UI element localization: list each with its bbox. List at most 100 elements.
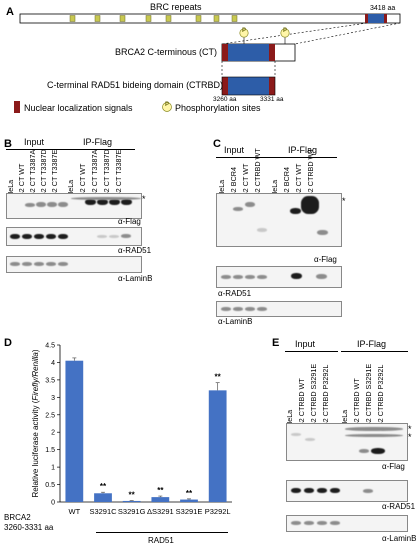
panel-d-footer-range: 3260-3331 aa xyxy=(4,523,54,532)
panel-e-flag-blot xyxy=(286,423,408,461)
bar-ΔS3291 xyxy=(151,497,170,502)
luciferase-bar-chart: 0 0.5 1 1.5 2 2.5 3 3.5 4 4.5 Relative luciferase … xyxy=(31,343,232,516)
y-tick-label: 0.5 xyxy=(45,482,55,489)
phospho-p-1: P xyxy=(242,28,247,34)
panel-e-letter: E xyxy=(272,337,280,349)
x-tick-label: ΔS3291 xyxy=(147,507,174,516)
significance-mark: ** xyxy=(186,489,193,498)
panel-b-lane-3: B2 CT T3387A xyxy=(28,149,37,197)
panel-e-rad51-label: α-RAD51 xyxy=(382,502,416,511)
significance-mark: ** xyxy=(129,491,136,500)
panel-c-star: * xyxy=(342,196,346,206)
panel-e-lane-4: B2 CTRBD P3292L xyxy=(321,364,330,427)
panel-e-star-2: * xyxy=(408,432,412,442)
panel-b-laminb-label: α-LaminB xyxy=(118,274,153,283)
nls-full-2 xyxy=(384,14,387,23)
panel-b-rad51-label: α-RAD51 xyxy=(118,246,152,255)
ctrbd-start-label: 3260 aa xyxy=(213,96,237,103)
x-tick-label: P3292L xyxy=(205,507,231,516)
panel-b-flag-label: α-Flag xyxy=(118,217,141,226)
panel-c-rad51-blot xyxy=(216,266,342,288)
ctrbd-end-label: 3331 aa xyxy=(260,96,284,103)
y-tick-label: 1 xyxy=(51,465,55,472)
panel-c-letter: C xyxy=(213,138,221,150)
legend-phospho-p: P xyxy=(165,102,170,108)
legend-nls-swatch xyxy=(14,101,20,113)
panel-c-flag-label: α-Flag xyxy=(314,255,337,264)
y-tick-label: 3 xyxy=(51,395,55,402)
panel-b-star: * xyxy=(142,194,146,204)
panel-d-letter: D xyxy=(4,337,12,349)
y-tick-label: 3.5 xyxy=(45,377,55,384)
panel-c-flag-blot xyxy=(216,193,342,247)
panel-b-letter: B xyxy=(4,138,12,150)
panel-b-flag-blot xyxy=(6,193,142,219)
bar-S3291E xyxy=(180,499,198,502)
panel-c-lane-3: B2 CT WT xyxy=(241,163,250,197)
phospho-site-2 xyxy=(280,28,290,38)
ct-label: BRCA2 C-terminous (CT) xyxy=(115,47,218,57)
panel-c-lane-4: B2 CTRBD WT xyxy=(253,148,262,197)
significance-mark: ** xyxy=(100,482,107,491)
panel-c-lane-7: B2 CT WT xyxy=(294,163,303,197)
panel-e-star-1: * xyxy=(408,424,412,434)
panel-b-laminb-blot xyxy=(6,256,142,273)
panel-b-rad51-blot xyxy=(6,227,142,246)
ct-construct xyxy=(221,43,296,62)
domain-schematic xyxy=(14,13,401,113)
x-tick-label: S3291C xyxy=(89,507,117,516)
brc-repeats-label: BRC repeats xyxy=(150,2,202,12)
y-tick-label: 1.5 xyxy=(45,447,55,454)
panel-e-lane-3: B2 CTRBD S3291E xyxy=(309,363,318,427)
panel-b-lane-4: B2 CT T3387D xyxy=(39,149,48,197)
panel-b-lane-7: B2 CT WT xyxy=(78,163,87,197)
bar-P3292L xyxy=(208,390,227,502)
x-tick-label: S3291E xyxy=(176,507,203,516)
panel-e-flag-label: α-Flag xyxy=(382,462,405,471)
panel-c-input-line xyxy=(216,157,269,158)
protein-length-label: 3418 aa xyxy=(370,5,396,12)
panel-c-laminb-label: α-LaminB xyxy=(218,317,253,326)
phospho-site-1 xyxy=(239,28,249,38)
panel-b-lane-9: B2 CT T3387D xyxy=(102,149,111,197)
panel-e-lane-8: B2 CTRBD P3292L xyxy=(376,364,385,427)
panel-d-rad51-line xyxy=(96,532,228,533)
nls-full-1 xyxy=(365,14,368,23)
panel-c-ip-label: IP-Flag xyxy=(288,145,318,155)
panel-a-letter: A xyxy=(6,6,14,18)
panel-b-lane-5: B2 CT T3387E xyxy=(50,149,59,197)
panel-b-lane-8: B2 CT T3387A xyxy=(90,149,99,197)
x-tick-label: S3291G xyxy=(118,507,146,516)
panel-e-lane-2: B2 CTRBD WT xyxy=(297,378,306,427)
y-tick-label: 0 xyxy=(51,500,55,507)
x-tick-label: WT xyxy=(68,507,80,516)
panel-b-ip-line xyxy=(63,149,135,150)
y-tick-label: 4 xyxy=(51,360,55,367)
significance-mark: ** xyxy=(157,486,164,495)
panel-e-lane-6: B2 CTRBD WT xyxy=(352,378,361,427)
panel-c-input-label: Input xyxy=(224,145,245,155)
panel-e-input-label: Input xyxy=(295,339,316,349)
bar-S3291G xyxy=(122,500,141,502)
panel-b-lane-2: B2 CT WT xyxy=(17,163,26,197)
bar-S3291C xyxy=(94,493,112,502)
significance-mark: ** xyxy=(215,373,222,382)
ct-domain-full xyxy=(367,14,385,23)
panel-b-ip-label: IP-Flag xyxy=(83,137,113,147)
panel-e-ip-line xyxy=(341,351,408,352)
panel-b-input-line xyxy=(6,149,64,150)
panel-e-lane-7: B2 CTRBD S3291E xyxy=(364,363,373,427)
legend-phospho-label: Phosphorylation sites xyxy=(175,103,261,113)
panel-e-rad51-blot xyxy=(286,480,408,502)
panel-c-laminb-blot xyxy=(216,301,342,317)
panel-e-ip-label: IP-Flag xyxy=(357,339,387,349)
panel-e-laminb-blot xyxy=(286,515,408,532)
legend-phospho-swatch xyxy=(162,102,172,112)
panel-e-input-line xyxy=(285,351,338,352)
brc-repeat-boxes xyxy=(69,15,238,22)
panel-d-footer-brca2: BRCA2 xyxy=(4,513,31,522)
panel-b-input-label: Input xyxy=(24,137,45,147)
y-tick-label: 2 xyxy=(51,430,55,437)
panel-c-lane-8: B2 CTRBD WT xyxy=(306,148,315,197)
ctrbd-construct xyxy=(221,76,276,96)
